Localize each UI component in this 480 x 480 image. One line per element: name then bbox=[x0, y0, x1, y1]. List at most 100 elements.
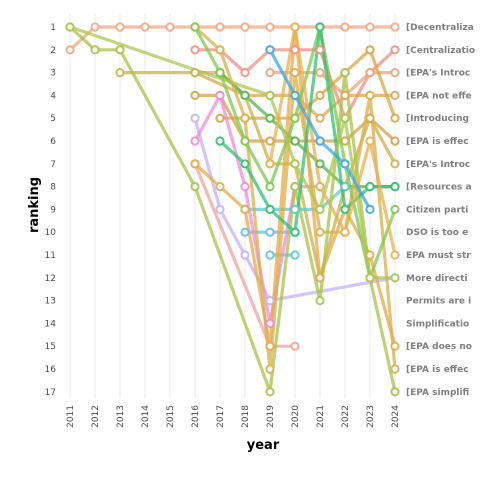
data-point bbox=[290, 182, 300, 192]
data-point bbox=[215, 113, 225, 123]
data-point bbox=[240, 113, 250, 123]
data-point bbox=[340, 90, 350, 101]
data-point bbox=[290, 136, 300, 146]
series-label: DSO is too e bbox=[406, 228, 468, 238]
series-label: [Resources a bbox=[406, 183, 472, 193]
data-point bbox=[265, 318, 275, 328]
y-tick-label: 11 bbox=[45, 251, 56, 261]
data-point bbox=[315, 204, 325, 214]
data-point bbox=[365, 250, 375, 260]
data-point bbox=[390, 68, 400, 78]
data-point bbox=[190, 90, 200, 101]
x-tick-label: 2013 bbox=[116, 405, 126, 428]
data-point bbox=[390, 90, 400, 101]
data-point bbox=[90, 45, 100, 55]
data-point bbox=[265, 159, 275, 169]
data-point bbox=[365, 22, 375, 32]
data-point bbox=[315, 227, 325, 237]
data-point bbox=[265, 387, 275, 397]
data-point bbox=[190, 182, 200, 192]
y-tick-label: 13 bbox=[45, 297, 56, 307]
data-point bbox=[390, 22, 400, 32]
y-tick-label: 17 bbox=[45, 388, 56, 398]
data-point bbox=[240, 227, 250, 237]
data-point bbox=[365, 182, 375, 192]
x-tick-label: 2019 bbox=[266, 405, 276, 428]
data-point bbox=[265, 68, 275, 78]
data-point bbox=[190, 22, 200, 32]
data-point bbox=[365, 136, 375, 146]
data-point bbox=[340, 227, 350, 237]
data-point bbox=[265, 136, 275, 146]
y-tick-label: 10 bbox=[45, 228, 57, 238]
series-label: [EPA's Introc bbox=[406, 160, 470, 170]
y-tick-label: 14 bbox=[45, 319, 57, 329]
y-tick-label: 9 bbox=[50, 205, 56, 215]
x-tick-label: 2014 bbox=[141, 405, 151, 428]
data-point bbox=[265, 250, 275, 260]
x-tick-label: 2018 bbox=[241, 405, 251, 428]
data-point bbox=[290, 22, 300, 32]
data-point bbox=[290, 341, 300, 351]
data-point bbox=[340, 159, 350, 169]
y-tick-label: 3 bbox=[50, 69, 56, 79]
data-point bbox=[65, 22, 75, 32]
data-point bbox=[315, 296, 325, 306]
data-point bbox=[340, 68, 350, 78]
series-line-18 bbox=[218, 25, 395, 234]
data-point bbox=[390, 45, 400, 55]
data-point bbox=[365, 273, 375, 283]
y-axis-title: ranking bbox=[27, 177, 42, 233]
data-point bbox=[390, 341, 400, 351]
x-tick-label: 2012 bbox=[91, 405, 101, 428]
data-point bbox=[140, 22, 150, 32]
data-point bbox=[165, 22, 175, 32]
series-label: Permits are i bbox=[406, 297, 471, 307]
data-point bbox=[265, 182, 275, 192]
data-point bbox=[215, 182, 225, 192]
data-point bbox=[265, 113, 275, 123]
data-point bbox=[290, 204, 300, 214]
data-point bbox=[240, 136, 250, 146]
data-point bbox=[365, 68, 375, 78]
data-point bbox=[265, 341, 275, 351]
data-point bbox=[215, 90, 225, 101]
data-point bbox=[315, 90, 325, 101]
data-point bbox=[290, 227, 300, 237]
data-point bbox=[315, 22, 325, 32]
series-label: [EPA is effec bbox=[406, 365, 469, 375]
data-point bbox=[215, 136, 225, 146]
data-point bbox=[265, 296, 275, 306]
data-point bbox=[390, 113, 400, 123]
x-tick-label: 2024 bbox=[391, 405, 401, 428]
data-point bbox=[265, 204, 275, 214]
data-point bbox=[240, 22, 250, 32]
data-point bbox=[365, 90, 375, 101]
data-point bbox=[115, 22, 125, 32]
data-point bbox=[315, 159, 325, 169]
data-point bbox=[365, 113, 375, 123]
data-point bbox=[240, 68, 250, 78]
data-point bbox=[290, 68, 300, 78]
data-point bbox=[315, 45, 325, 55]
data-point bbox=[115, 45, 125, 55]
data-point bbox=[240, 250, 250, 260]
data-point bbox=[190, 68, 200, 78]
data-point bbox=[390, 387, 400, 397]
data-point bbox=[290, 250, 300, 260]
data-point bbox=[340, 182, 350, 192]
data-point bbox=[340, 113, 350, 123]
data-point bbox=[265, 364, 275, 374]
data-point bbox=[90, 22, 100, 32]
y-tick-label: 2 bbox=[50, 46, 56, 56]
data-point bbox=[390, 159, 400, 169]
data-point bbox=[315, 182, 325, 192]
data-point bbox=[190, 159, 200, 169]
data-point bbox=[365, 45, 375, 55]
data-point bbox=[315, 273, 325, 283]
y-tick-label: 8 bbox=[50, 183, 56, 193]
data-point bbox=[265, 90, 275, 101]
data-point bbox=[190, 136, 200, 146]
